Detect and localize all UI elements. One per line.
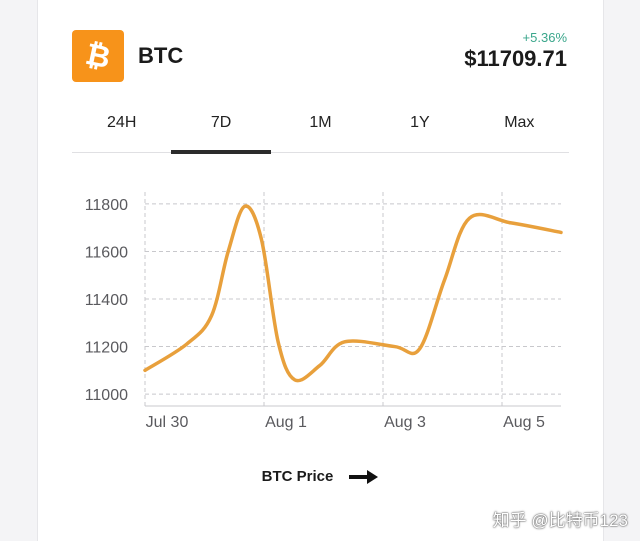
y-tick-label: 11600: [85, 244, 128, 261]
coin-header: ₿ BTC +5.36% $11709.71: [72, 30, 567, 82]
price-card: ₿ BTC +5.36% $11709.71 24H 7D 1M 1Y Max …: [37, 0, 604, 541]
x-tick-label: Aug 1: [265, 414, 307, 431]
price-chart: 11000 11200 11400 11600 11800 Jul 30 Aug 1 Aug …: [85, 192, 563, 431]
time-range-tabs: 24H 7D 1M 1Y Max: [72, 104, 569, 154]
bitcoin-logo-icon: ₿: [72, 30, 124, 82]
price-change-badge: +5.36%: [522, 30, 567, 45]
tab-max[interactable]: Max: [504, 114, 535, 131]
y-tick-label: 11000: [85, 387, 128, 404]
bitcoin-glyph: ₿: [83, 38, 114, 75]
y-tick-label: 11800: [85, 197, 128, 214]
x-tick-label: Aug 5: [503, 414, 545, 431]
tab-1m[interactable]: 1M: [309, 114, 332, 131]
coin-symbol: BTC: [138, 43, 184, 68]
series-line-btc-price: [143, 204, 563, 383]
current-price: $11709.71: [464, 46, 567, 71]
watermark-text: 知乎 @比特币123: [492, 511, 628, 530]
bitcoin-glyph-icon: ₿: [83, 38, 114, 75]
y-tick-label: 11200: [85, 340, 128, 357]
arrow-right-icon[interactable]: [349, 469, 379, 485]
legend-label: BTC Price: [261, 468, 334, 485]
tab-24h[interactable]: 24H: [107, 114, 137, 131]
x-tick-label: Aug 3: [384, 414, 426, 431]
x-tick-label: Jul 30: [146, 414, 189, 431]
tab-1y[interactable]: 1Y: [410, 114, 430, 131]
tab-7d[interactable]: 7D: [171, 104, 272, 154]
y-tick-label: 11400: [85, 292, 128, 309]
chart-legend: BTC Price: [38, 468, 603, 485]
